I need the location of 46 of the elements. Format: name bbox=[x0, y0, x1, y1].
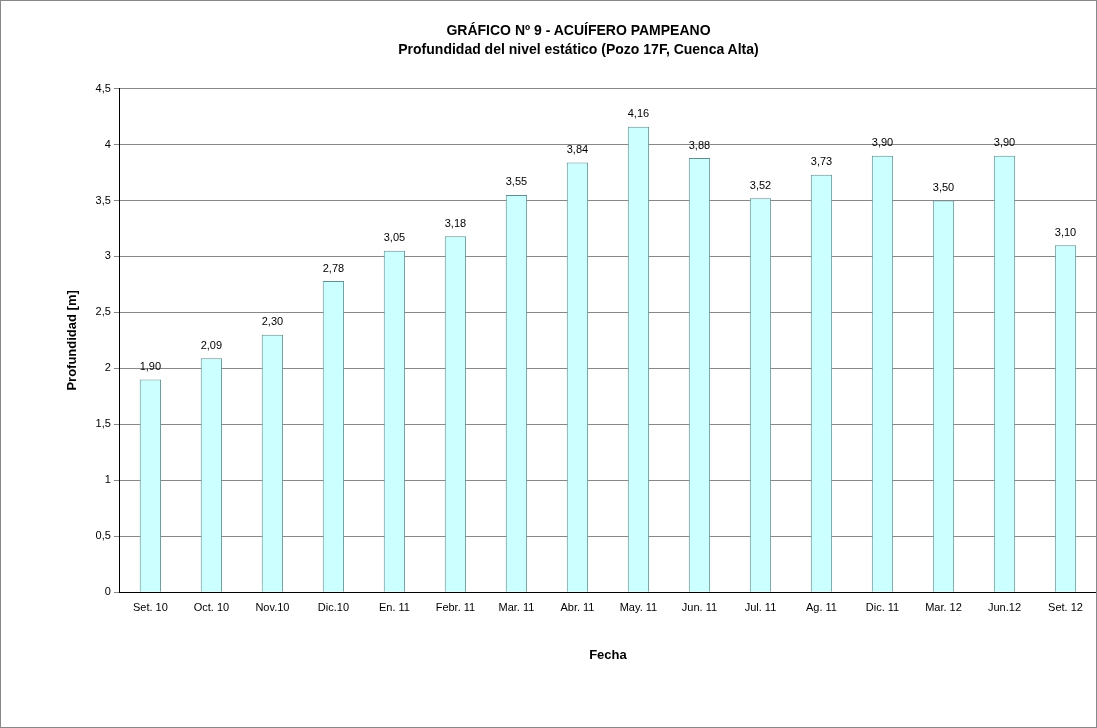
y-tick-label: 2,5 bbox=[95, 305, 111, 318]
x-tick-label: Oct. 10 bbox=[193, 600, 230, 613]
data-label: 2,30 bbox=[261, 315, 284, 328]
data-label: 1,90 bbox=[139, 360, 162, 373]
data-label: 3,73 bbox=[810, 155, 833, 168]
data-label: 3,52 bbox=[749, 178, 772, 191]
x-tick-label: Set. 12 bbox=[1048, 600, 1083, 613]
x-tick-label: Set. 10 bbox=[132, 600, 168, 613]
data-label: 3,05 bbox=[383, 231, 406, 244]
x-tick-label: May. 11 bbox=[619, 600, 658, 613]
y-tick-label: 1 bbox=[104, 473, 111, 486]
chart-title: GRÁFICO Nº 9 - ACUÍFERO PAMPEANO bbox=[446, 22, 711, 39]
data-label: 3,88 bbox=[688, 138, 711, 151]
y-tick-label: 3,5 bbox=[95, 193, 111, 206]
x-tick-label: Jun. 11 bbox=[681, 600, 718, 613]
data-label: 3,55 bbox=[505, 175, 528, 188]
x-tick-label: Ag. 11 bbox=[805, 600, 837, 613]
x-tick-label: Dic. 11 bbox=[865, 600, 900, 613]
data-label: 4,16 bbox=[627, 107, 650, 120]
y-tick-label: 0,5 bbox=[95, 529, 111, 542]
x-tick-label: Jul. 11 bbox=[744, 600, 777, 613]
x-tick-label: Abr. 11 bbox=[560, 600, 595, 613]
x-tick-label: Mar. 11 bbox=[498, 600, 535, 613]
data-label: 3,50 bbox=[932, 181, 955, 194]
x-tick-label: En. 11 bbox=[378, 600, 410, 613]
x-axis-title: Fecha bbox=[589, 646, 628, 662]
y-tick-label: 1,5 bbox=[95, 417, 111, 430]
y-tick-label: 3 bbox=[104, 249, 111, 262]
data-label: 2,09 bbox=[200, 338, 223, 351]
y-axis-title: Profundidad [m] bbox=[64, 290, 80, 391]
data-label: 3,18 bbox=[444, 216, 467, 229]
y-tick-label: 2 bbox=[104, 361, 111, 374]
data-label: 3,84 bbox=[566, 142, 589, 155]
y-tick-label: 4,5 bbox=[95, 81, 111, 94]
data-label: 3,90 bbox=[871, 136, 894, 149]
data-label: 3,10 bbox=[1054, 225, 1077, 238]
x-tick-label: Febr. 11 bbox=[435, 600, 476, 613]
chart-subtitle: Profundidad del nivel estático (Pozo 17F, Cuenca Alta) bbox=[398, 41, 759, 58]
y-tick-label: 0 bbox=[104, 585, 111, 598]
x-tick-label: Nov.10 bbox=[255, 600, 290, 613]
y-tick-label: 4 bbox=[104, 137, 111, 150]
x-tick-label: Mar. 12 bbox=[925, 600, 962, 613]
x-tick-label: Jun.12 bbox=[987, 600, 1022, 613]
data-label: 2,78 bbox=[322, 261, 345, 274]
x-tick-label: Dic.10 bbox=[317, 600, 350, 613]
data-label: 3,90 bbox=[993, 136, 1016, 149]
